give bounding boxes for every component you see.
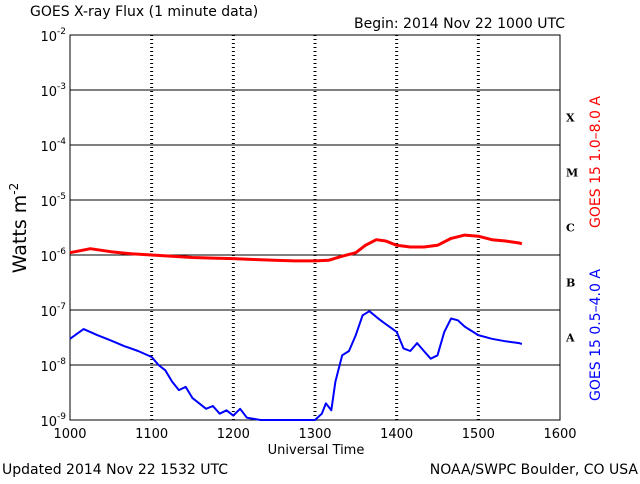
y-tick-label: 10-2 <box>40 27 66 45</box>
series-line-long <box>69 233 523 263</box>
x-axis-label: Universal Time <box>268 443 365 458</box>
x-tick-label: 1400 <box>380 427 413 442</box>
y-tick-exp: -9 <box>57 412 66 422</box>
y-tick-exp: -4 <box>57 137 66 147</box>
updated-time: Updated 2014 Nov 22 1532 UTC <box>2 462 228 478</box>
y-tick-exp: -5 <box>57 192 66 202</box>
x-tick-label: 1000 <box>53 427 86 442</box>
flare-class-label: A <box>565 332 575 345</box>
y-tick-base: 10 <box>40 195 57 210</box>
y-tick-exp: -6 <box>57 247 66 257</box>
y-tick-label: 10-5 <box>40 192 66 210</box>
x-tick-label: 1100 <box>135 427 168 442</box>
y-axis-label-exp: -2 <box>7 183 21 195</box>
y-tick-base: 10 <box>40 360 57 375</box>
y-tick-base: 10 <box>40 85 57 100</box>
series-label-long: GOES 15 1.0–8.0 A <box>588 96 604 228</box>
y-tick-exp: -2 <box>57 27 66 37</box>
y-tick-label: 10-4 <box>40 137 66 155</box>
x-tick-label: 1200 <box>217 427 250 442</box>
series-line-short <box>69 310 523 421</box>
y-tick-label: 10-6 <box>40 247 66 265</box>
credit-line: NOAA/SWPC Boulder, CO USA <box>430 462 639 478</box>
y-tick-base: 10 <box>40 305 57 320</box>
y-tick-label: 10-9 <box>40 412 66 430</box>
y-axis-label: Watts m-2 <box>7 183 31 274</box>
x-axis-tick-labels: 1000 1100 1200 1300 1400 1500 1600 <box>53 427 576 442</box>
x-tick-label: 1500 <box>462 427 495 442</box>
y-tick-exp: -7 <box>57 302 66 312</box>
series-label-short: GOES 15 0.5–4.0 A <box>588 269 604 401</box>
y-axis-tick-labels: 10-910-810-710-610-510-410-310-2 <box>40 27 66 430</box>
data-series <box>69 233 523 421</box>
y-tick-base: 10 <box>40 250 57 265</box>
y-tick-base: 10 <box>40 30 57 45</box>
y-tick-base: 10 <box>40 140 57 155</box>
chart-title: GOES X-ray Flux (1 minute data) <box>30 4 258 20</box>
flare-class-label: M <box>566 167 578 180</box>
begin-time: Begin: 2014 Nov 22 1000 UTC <box>354 16 565 32</box>
flare-class-label: C <box>566 222 575 235</box>
flare-class-labels: A B C M X <box>565 112 578 345</box>
y-tick-exp: -3 <box>57 82 66 92</box>
flare-class-label: B <box>566 277 575 290</box>
y-tick-label: 10-8 <box>40 357 66 375</box>
x-tick-label: 1300 <box>298 427 331 442</box>
y-axis-label-base: Watts m <box>9 195 31 274</box>
flare-class-label: X <box>566 112 575 125</box>
y-tick-base: 10 <box>40 415 57 430</box>
y-tick-exp: -8 <box>57 357 66 367</box>
x-tick-label: 1600 <box>543 427 576 442</box>
vertical-dashed-gridlines <box>150 35 480 420</box>
y-tick-label: 10-3 <box>40 82 66 100</box>
y-tick-label: 10-7 <box>40 302 66 320</box>
